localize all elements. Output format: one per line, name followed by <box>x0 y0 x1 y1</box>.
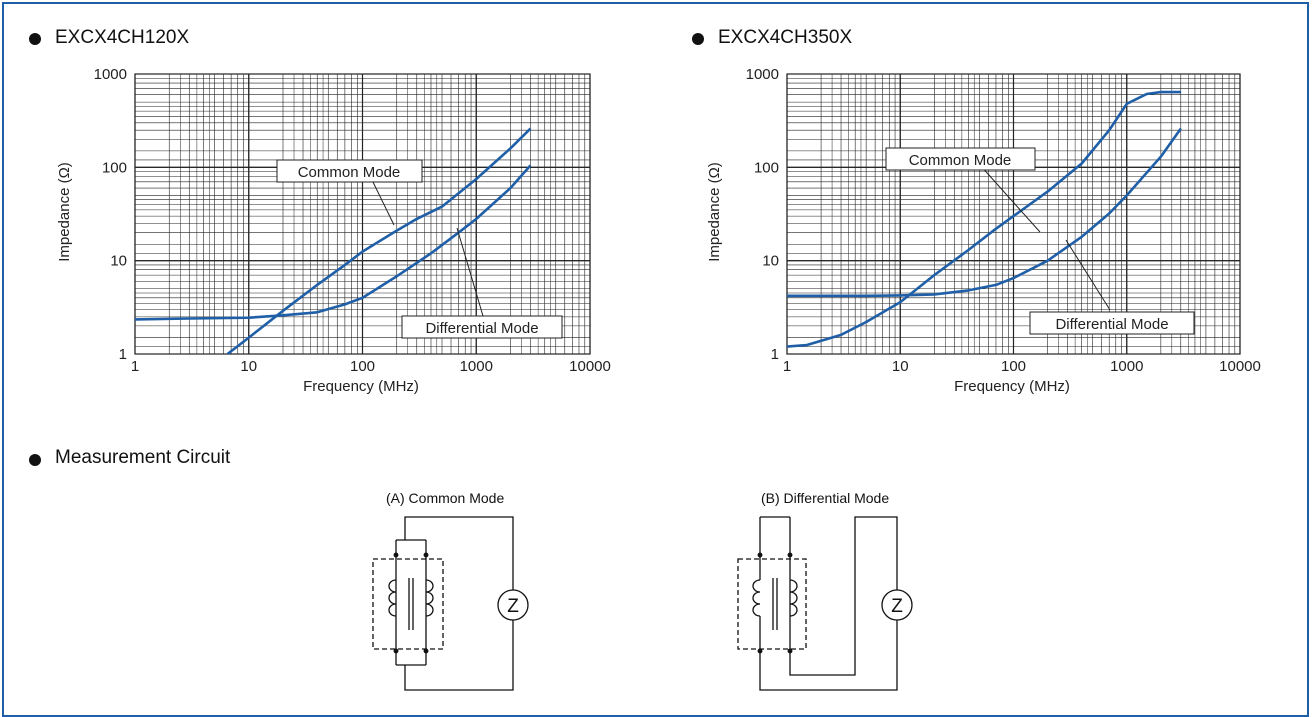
x-tick-label: 1000 <box>460 358 493 375</box>
impedance-meter-icon <box>497 589 529 621</box>
plot-border <box>134 73 591 355</box>
y-tick-label: 1 <box>119 346 127 363</box>
series-line-differential-mode <box>787 127 1182 298</box>
chart2-xlabel: Frequency (MHz) <box>954 378 1070 395</box>
x-tick-label: 1000 <box>1110 358 1143 375</box>
chart1-title: EXCX4CH120X <box>55 27 190 48</box>
z-symbol-b: Z <box>891 596 903 617</box>
circuit-a-label: (A) Common Mode <box>386 490 505 506</box>
chart2-curves <box>786 90 1182 348</box>
coil-right <box>425 579 434 617</box>
measurement-circuit-title: Measurement Circuit <box>55 447 231 468</box>
chart2-ylabel: Impedance (Ω) <box>706 162 723 262</box>
chart1-callout-differential: Differential Mode <box>425 320 538 337</box>
chart2-title: EXCX4CH350X <box>718 27 853 48</box>
chart2-callouts: Common Mode Differential Mode <box>885 147 1195 335</box>
chart1-ylabel: Impedance (Ω) <box>56 162 73 262</box>
x-tick-label: 1 <box>783 358 791 375</box>
chart1-curves <box>134 127 532 356</box>
differential-mode-circuit <box>737 516 913 691</box>
chart1-grid <box>134 73 591 355</box>
chart2-grid <box>786 73 1241 355</box>
z-symbol-a: Z <box>507 596 519 617</box>
chart2-ticks: 1 10 100 1000 10000 1 10 100 1000 <box>746 66 1261 375</box>
x-tick-label: 10 <box>892 358 909 375</box>
bullet-icon <box>692 33 704 45</box>
chart1-callout-common: Common Mode <box>298 164 401 181</box>
impedance-meter-icon <box>881 589 913 621</box>
x-tick-label: 10000 <box>1219 358 1261 375</box>
chart1-callouts: Common Mode Differential Mode <box>276 159 563 339</box>
series-line-differential-mode <box>134 164 532 321</box>
y-tick-label: 100 <box>102 159 127 176</box>
x-tick-label: 1 <box>131 358 139 375</box>
chart1-xlabel: Frequency (MHz) <box>303 378 419 395</box>
series-line-common-mode <box>786 90 1181 348</box>
y-tick-label: 100 <box>754 159 779 176</box>
chart1-ticks: 1 10 100 1000 10000 1 10 100 1000 <box>94 66 611 375</box>
chart2-callout-differential: Differential Mode <box>1055 316 1168 333</box>
x-tick-label: 10000 <box>569 358 611 375</box>
y-tick-label: 1 <box>771 346 779 363</box>
common-mode-circuit <box>372 516 529 691</box>
bullet-icon <box>29 33 41 45</box>
y-tick-label: 1000 <box>94 66 127 83</box>
chart2-callout-common: Common Mode <box>909 152 1012 169</box>
x-tick-label: 100 <box>350 358 375 375</box>
y-tick-label: 10 <box>762 253 779 270</box>
x-tick-label: 10 <box>240 358 257 375</box>
bullet-icon <box>29 454 41 466</box>
x-tick-label: 100 <box>1001 358 1026 375</box>
plot-border <box>786 73 1241 355</box>
y-tick-label: 10 <box>110 253 127 270</box>
circuit-b-label: (B) Differential Mode <box>761 490 890 506</box>
y-tick-label: 1000 <box>746 66 779 83</box>
coil-left <box>388 579 397 617</box>
